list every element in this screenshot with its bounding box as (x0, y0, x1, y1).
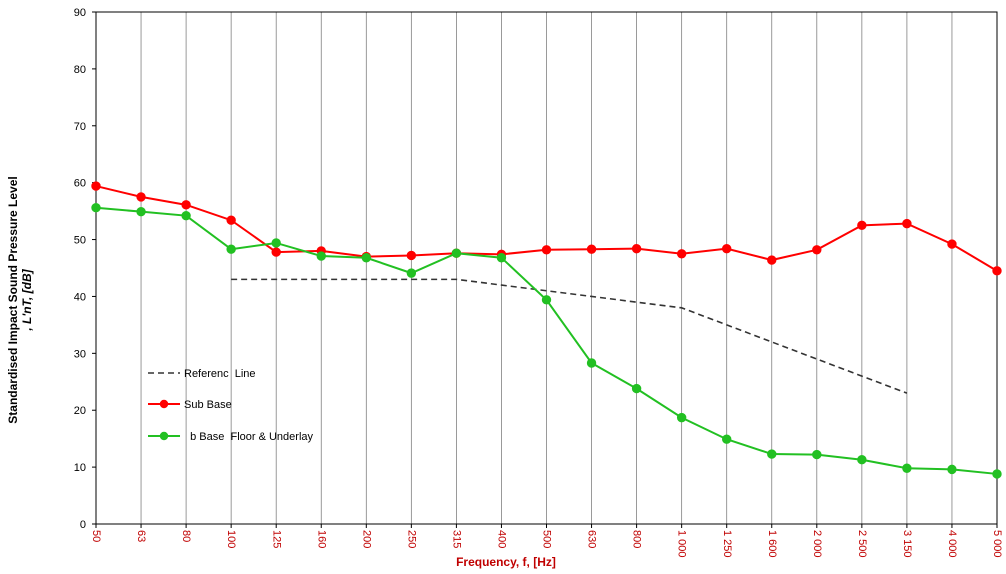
x-tick-label: 160 (315, 530, 327, 548)
series-2-point (767, 255, 777, 265)
series-3-point (361, 253, 371, 263)
series-3-point (902, 463, 912, 473)
x-tick-label: 2 000 (811, 530, 823, 558)
series-2-point (91, 181, 101, 191)
x-tick-label: 630 (586, 530, 598, 548)
series-3-point (541, 295, 552, 305)
x-tick-label: 2 500 (856, 530, 868, 558)
series-2-point (676, 249, 687, 259)
x-tick-label: 50 (90, 530, 102, 542)
y-tick-label: 20 (74, 405, 86, 417)
series-2-point (857, 220, 867, 231)
x-tick-label: 4 000 (946, 530, 958, 558)
series-3-point (586, 358, 597, 368)
y-axis-label-line1: Standardised Impact Sound Pressure Level (6, 176, 20, 423)
legend-label-3: b Base Floor & Underlay (184, 431, 314, 443)
x-tick-label: 1 000 (676, 530, 688, 558)
x-tick-label: 250 (405, 530, 417, 548)
series-layer (91, 181, 1002, 479)
series-3-point (722, 434, 732, 444)
series-2-point (586, 244, 597, 254)
y-tick-label: 90 (74, 7, 86, 19)
series-2-point (722, 243, 732, 254)
series-3-point (947, 464, 957, 475)
series-3-point (676, 412, 687, 423)
series-3-point (451, 248, 462, 258)
series-3-point (91, 202, 101, 213)
x-tick-label: 63 (135, 530, 147, 542)
series-2-point (181, 200, 191, 210)
y-tick-label: 50 (74, 235, 86, 247)
series-2-point (902, 218, 912, 229)
x-tick-label: 1 250 (721, 530, 733, 558)
series-2-point (136, 192, 146, 202)
series-2-point (812, 245, 822, 255)
series-2-point (947, 239, 957, 249)
series-3-point (992, 469, 1002, 479)
x-tick-label: 125 (270, 530, 282, 548)
series-3-point (857, 455, 867, 465)
series-2-point (541, 245, 552, 255)
grid-lines (95, 12, 998, 524)
x-tick-label: 3 150 (901, 530, 913, 558)
y-tick-label: 30 (74, 348, 86, 360)
legend-marker-3 (159, 431, 169, 441)
x-tick-label: 100 (225, 530, 237, 548)
y-tick-label: 60 (74, 178, 86, 190)
y-axis-label: Standardised Impact Sound Pressure Level… (6, 176, 34, 423)
x-axis-ticks: 50 63 80 100 125 160 200 250 315 400 500 630 800 1 00… (90, 524, 1003, 558)
x-axis-label: Frequency, f, [Hz] (456, 555, 556, 569)
legend-label-2: Sub Base (184, 399, 232, 411)
series-3-point (812, 449, 822, 460)
series-3-point (271, 238, 281, 248)
series-3-point (406, 268, 417, 278)
y-tick-label: 80 (74, 64, 86, 76)
series-3-point (226, 244, 236, 254)
series-3-point (136, 206, 146, 217)
series-2-point (271, 247, 281, 257)
series-3-point (181, 210, 191, 221)
y-axis-ticks: 0 10 20 30 40 50 60 70 80 90 (74, 7, 96, 531)
x-tick-label: 1 600 (766, 530, 778, 558)
series-3-point (316, 251, 326, 261)
series-3-point (631, 383, 642, 394)
x-tick-label: 315 (450, 530, 462, 548)
y-axis-label-line2: , L'nT, [dB] (20, 268, 34, 331)
x-tick-label: 400 (496, 530, 508, 548)
series-2-point (631, 243, 642, 254)
series-2-point (992, 266, 1002, 276)
series-2-point (406, 250, 417, 261)
y-tick-label: 10 (74, 462, 86, 474)
legend-label-1: Referenc Line (184, 368, 256, 380)
series-3-point (767, 449, 777, 459)
x-tick-label: 500 (541, 530, 553, 548)
x-tick-label: 800 (631, 530, 643, 548)
x-tick-label: 5 000 (991, 530, 1003, 558)
legend-marker-2 (159, 399, 169, 409)
y-tick-label: 0 (80, 519, 86, 531)
series-line-1 (231, 278, 908, 394)
series-2-point (226, 215, 236, 225)
x-tick-label: 200 (360, 530, 372, 548)
y-tick-label: 40 (74, 291, 86, 303)
y-tick-label: 70 (74, 121, 86, 133)
x-tick-label: 80 (180, 530, 192, 542)
series-3-point (496, 253, 507, 263)
legend: Referenc Line Sub Base b Base Floor & Und… (148, 368, 314, 443)
